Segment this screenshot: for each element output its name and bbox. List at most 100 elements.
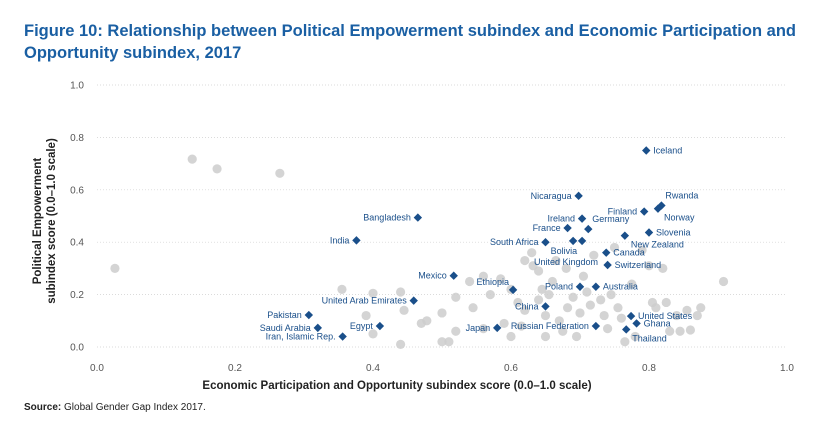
y-axis-label-line1: Political Empowerment — [32, 158, 44, 285]
x-axis-label: Economic Participation and Opportunity s… — [202, 380, 591, 392]
background-point — [558, 326, 568, 336]
point-label: Bangladesh — [363, 213, 411, 223]
point-label: Switzerland — [615, 260, 662, 270]
highlight-point — [591, 321, 601, 331]
background-point — [665, 326, 675, 336]
point-label: India — [330, 235, 350, 245]
background-point — [468, 303, 478, 313]
highlight-point — [626, 311, 636, 321]
highlight-point — [574, 191, 583, 201]
y-tick-label: 0.0 — [70, 343, 84, 354]
point-label: Ireland — [548, 214, 576, 224]
highlight-point — [493, 323, 502, 333]
background-point — [637, 245, 647, 255]
background-point — [534, 295, 544, 305]
gridlines — [97, 84, 787, 348]
point-label: United States — [638, 311, 693, 321]
background-point — [516, 321, 526, 331]
scatter-chart: 0.0 0.2 0.4 0.6 0.8 1.0 0.0 0.2 0.4 0.6 0.8 1.0 Ic… — [32, 81, 794, 393]
background-point — [599, 310, 609, 321]
background-point — [585, 300, 595, 310]
y-tick-label: 0.6 — [70, 185, 84, 196]
background-points — [110, 154, 729, 349]
y-tick-label: 0.4 — [70, 238, 84, 249]
background-point — [187, 154, 197, 164]
background-point — [613, 303, 623, 313]
point-label: Egypt — [350, 321, 374, 331]
highlight-point — [413, 213, 423, 222]
background-point — [547, 276, 558, 287]
background-point — [534, 266, 544, 276]
point-label: Ghana — [644, 318, 671, 328]
point-label: Canada — [613, 248, 645, 258]
highlight-point — [577, 236, 587, 246]
background-point — [537, 284, 547, 294]
highlight-point — [575, 282, 585, 291]
point-label: China — [515, 301, 539, 311]
background-point — [630, 331, 640, 342]
point-label: Poland — [545, 282, 573, 292]
source-text: Global Gender Gap Index 2017. — [61, 402, 206, 413]
background-point — [451, 292, 461, 302]
background-point — [437, 308, 447, 318]
background-point — [451, 326, 461, 336]
x-tick-label: 0.4 — [366, 363, 380, 374]
point-label: Slovenia — [656, 228, 691, 238]
background-point — [696, 303, 706, 313]
background-point — [644, 261, 654, 271]
background-point — [496, 274, 506, 284]
point-label: Rwanda — [665, 191, 698, 201]
highlight-point — [657, 201, 666, 210]
background-point — [520, 305, 530, 315]
highlight-point — [622, 325, 631, 334]
x-axis-ticks: 0.0 0.2 0.4 0.6 0.8 1.0 — [90, 363, 794, 374]
background-point — [620, 337, 630, 347]
background-point — [499, 318, 509, 329]
highlight-point — [409, 296, 418, 305]
highlighted-points — [304, 146, 666, 341]
background-point — [506, 331, 516, 342]
background-point — [465, 276, 475, 287]
background-point — [551, 255, 561, 266]
highlight-point — [568, 236, 578, 246]
point-label: Pakistan — [267, 310, 302, 320]
point-label: France — [533, 223, 561, 233]
background-point — [422, 316, 432, 326]
background-point — [651, 303, 661, 313]
background-point — [589, 250, 599, 260]
highlight-point — [508, 285, 518, 295]
highlight-point — [602, 248, 611, 257]
background-point — [609, 242, 620, 253]
x-tick-label: 0.0 — [90, 363, 104, 374]
background-point — [672, 310, 682, 321]
background-point — [544, 290, 554, 300]
background-point — [540, 331, 551, 342]
highlight-point — [541, 238, 550, 247]
point-label: Germany — [592, 214, 630, 224]
background-point — [582, 287, 592, 297]
point-label: Mexico — [418, 271, 447, 281]
point-label: United Kingdom — [534, 257, 598, 267]
background-point — [478, 271, 488, 281]
background-point — [603, 324, 613, 334]
background-point — [685, 325, 696, 335]
point-label: Bolivia — [551, 246, 578, 256]
point-label: Iran, Islamic Rep. — [266, 332, 336, 342]
highlight-point — [642, 146, 651, 155]
point-label: New Zealand — [631, 240, 684, 250]
point-label: Saudi Arabia — [260, 323, 311, 333]
background-point — [513, 297, 523, 308]
background-point — [596, 295, 606, 305]
highlight-point — [541, 302, 550, 311]
background-point — [661, 297, 671, 308]
y-tick-label: 0.8 — [70, 133, 84, 144]
point-label: Finland — [608, 207, 638, 217]
y-axis-ticks: 0.0 0.2 0.4 0.6 0.8 1.0 — [70, 81, 84, 354]
background-point — [361, 310, 371, 321]
point-labels: Iceland Rwanda Nicaragua Finland Norway Bangl… — [260, 146, 699, 344]
highlight-point — [375, 321, 385, 331]
x-tick-label: 1.0 — [780, 363, 794, 374]
highlight-point — [352, 236, 361, 245]
background-point — [540, 310, 551, 321]
highlight-point — [591, 282, 601, 291]
